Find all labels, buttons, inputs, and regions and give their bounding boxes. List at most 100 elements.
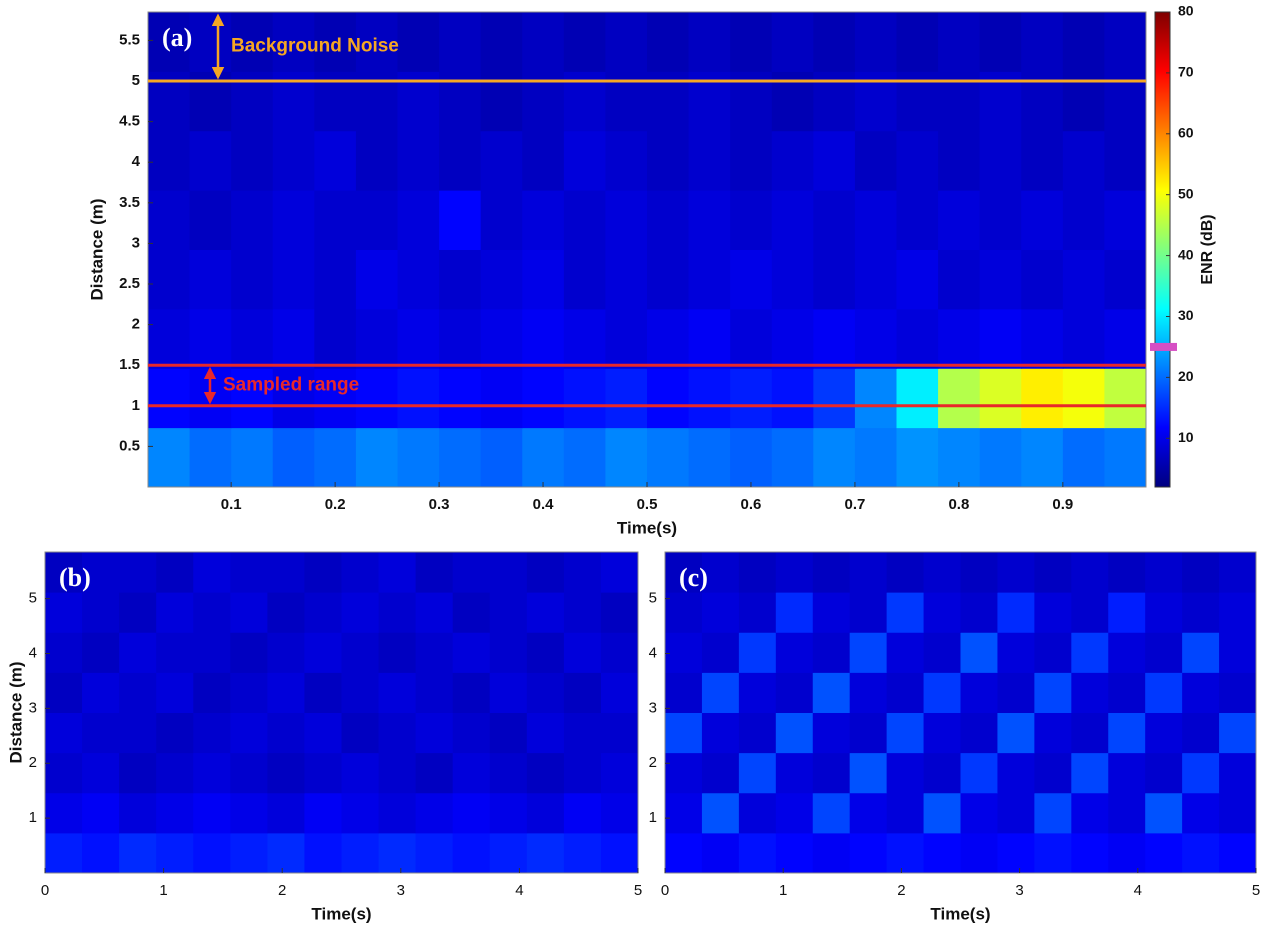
- heat-cell: [886, 792, 925, 834]
- heat-cell: [119, 792, 157, 834]
- heat-cell: [979, 427, 1022, 488]
- heat-cell: [688, 190, 731, 250]
- heat-cell: [1108, 792, 1146, 834]
- heat-cell: [688, 130, 731, 191]
- heat-cell: [452, 712, 491, 754]
- heat-cell: [938, 12, 981, 72]
- heat-cell: [563, 368, 606, 429]
- heat-cell: [665, 632, 703, 673]
- plot-frame: [44, 551, 639, 874]
- heat-cell: [1071, 832, 1109, 874]
- heat-cell: [193, 792, 231, 834]
- y-tick-label: 5: [132, 72, 140, 89]
- heat-cell: [1219, 832, 1257, 874]
- heat-cell: [231, 368, 274, 429]
- heat-cell: [148, 368, 191, 429]
- x-tick-label: 0.1: [221, 496, 242, 513]
- heat-cell: [341, 672, 380, 713]
- heat-cell: [738, 712, 777, 754]
- heat-cell: [854, 12, 897, 72]
- heat-cell: [1219, 672, 1257, 713]
- heat-cell: [896, 427, 939, 488]
- heat-cell: [45, 792, 83, 834]
- y-tick-label: 2: [29, 754, 37, 771]
- heat-cell: [938, 427, 981, 488]
- heat-cell: [896, 190, 939, 250]
- heat-cell: [119, 632, 157, 673]
- heat-cell: [979, 12, 1022, 72]
- x-tick-label: 0.7: [844, 496, 865, 513]
- heat-cell: [960, 672, 998, 713]
- heat-cell: [230, 632, 268, 673]
- heat-cell: [771, 427, 814, 488]
- heat-cell: [272, 12, 315, 72]
- heat-cell: [45, 672, 83, 713]
- heat-cell: [688, 12, 731, 72]
- heat-cell: [526, 592, 565, 633]
- heat-cell: [1145, 752, 1183, 794]
- heat-cell: [771, 308, 814, 369]
- heat-cell: [1062, 130, 1105, 191]
- heat-cell: [1104, 249, 1147, 310]
- heat-cell: [812, 632, 851, 673]
- heat-cell: [1145, 792, 1183, 834]
- plot-frame: [664, 551, 1257, 874]
- y-tick-label: 1: [649, 809, 657, 826]
- heat-cell: [119, 672, 157, 713]
- heat-cell: [896, 12, 939, 72]
- heat-cell: [738, 592, 777, 633]
- heat-cell: [738, 792, 777, 834]
- heat-cell: [397, 190, 440, 250]
- heat-cell: [938, 368, 981, 429]
- x-tick-label: 3: [397, 882, 405, 899]
- x-tick-label: 1: [779, 882, 787, 899]
- heat-cell: [854, 368, 897, 429]
- heat-cell: [272, 308, 315, 369]
- heat-cell: [397, 249, 440, 310]
- heat-cell: [1071, 552, 1109, 593]
- heat-cell: [775, 832, 814, 874]
- heat-cell: [849, 832, 888, 874]
- heat-cell: [813, 12, 856, 72]
- heat-cell: [849, 592, 888, 633]
- heat-cell: [1182, 592, 1220, 633]
- heat-cell: [193, 712, 231, 754]
- heat-cell: [938, 130, 981, 191]
- y-tick-label: 2: [649, 754, 657, 771]
- heat-cell: [82, 712, 120, 754]
- heat-cell: [1034, 752, 1072, 794]
- heat-cell: [979, 308, 1022, 369]
- heat-cell: [230, 792, 268, 834]
- heat-cell: [45, 592, 83, 633]
- heat-cell: [272, 368, 315, 429]
- x-axis-label: Time(s): [930, 904, 990, 923]
- heat-cell: [189, 12, 232, 72]
- heat-cell: [1219, 592, 1257, 633]
- heat-cell: [1145, 672, 1183, 713]
- heat-cell: [415, 672, 454, 713]
- heat-cell: [230, 752, 268, 794]
- heat-cell: [452, 632, 491, 673]
- heat-cell: [439, 12, 482, 72]
- heat-cell: [563, 832, 602, 874]
- heat-cell: [896, 249, 939, 310]
- heat-cell: [647, 190, 690, 250]
- heat-cell: [775, 672, 814, 713]
- heat-cell: [45, 552, 83, 593]
- heat-cell: [193, 592, 231, 633]
- heat-cell: [267, 752, 305, 794]
- heat-cell: [813, 130, 856, 191]
- heat-cell: [480, 249, 523, 310]
- heat-cell: [563, 249, 606, 310]
- heat-cell: [156, 752, 194, 794]
- heat-cell: [886, 712, 925, 754]
- heat-cell: [997, 672, 1035, 713]
- heat-cell: [896, 368, 939, 429]
- y-tick-label: 3.5: [119, 194, 140, 211]
- y-axis-label: Distance (m): [6, 661, 25, 763]
- x-tick-label: 0.4: [533, 496, 555, 513]
- heat-cell: [813, 249, 856, 310]
- heat-cell: [45, 752, 83, 794]
- heat-cell: [148, 190, 191, 250]
- heat-cell: [775, 552, 814, 593]
